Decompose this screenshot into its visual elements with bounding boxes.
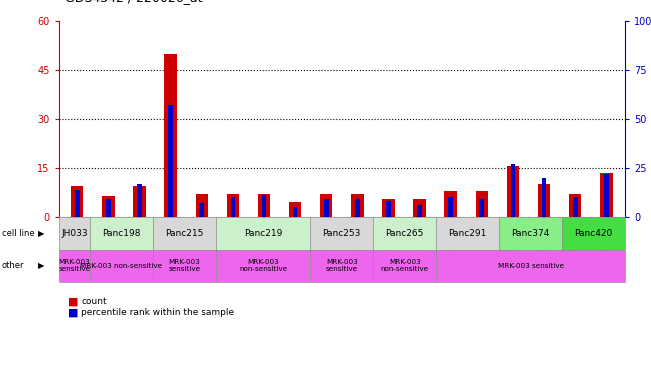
Bar xyxy=(569,194,581,217)
Text: MRK-003
sensitive: MRK-003 sensitive xyxy=(169,260,201,272)
Bar xyxy=(382,199,395,217)
Bar xyxy=(480,199,484,217)
Bar xyxy=(230,197,235,217)
Text: cell line: cell line xyxy=(2,229,35,238)
Bar xyxy=(413,199,426,217)
Bar xyxy=(324,199,329,217)
Bar xyxy=(538,184,550,217)
Text: other: other xyxy=(2,262,25,270)
Bar xyxy=(137,184,142,217)
Bar xyxy=(258,194,270,217)
Text: count: count xyxy=(81,297,107,306)
Bar xyxy=(573,197,577,217)
Bar xyxy=(102,196,115,217)
Bar xyxy=(600,173,613,217)
Text: Panc265: Panc265 xyxy=(385,229,424,238)
Text: MRK-003
non-sensitive: MRK-003 non-sensitive xyxy=(239,260,287,272)
Text: MRK-003
non-sensitive: MRK-003 non-sensitive xyxy=(381,260,429,272)
Bar xyxy=(542,178,546,217)
Bar xyxy=(320,194,333,217)
Text: ■: ■ xyxy=(68,308,79,318)
Bar xyxy=(417,205,422,217)
Bar xyxy=(71,186,83,217)
Text: Panc198: Panc198 xyxy=(102,229,141,238)
Bar xyxy=(199,203,204,217)
Text: JH033: JH033 xyxy=(61,229,88,238)
Bar xyxy=(133,186,146,217)
Text: Panc253: Panc253 xyxy=(323,229,361,238)
Text: GDS4342 / 220026_at: GDS4342 / 220026_at xyxy=(65,0,202,4)
Bar xyxy=(386,201,391,217)
Bar xyxy=(169,105,173,217)
Text: Panc219: Panc219 xyxy=(244,229,283,238)
Bar xyxy=(165,54,177,217)
Text: Panc291: Panc291 xyxy=(449,229,487,238)
Text: percentile rank within the sample: percentile rank within the sample xyxy=(81,308,234,318)
Text: Panc420: Panc420 xyxy=(574,229,613,238)
Bar xyxy=(289,202,301,217)
Bar xyxy=(510,164,515,217)
Bar xyxy=(106,199,111,217)
Bar xyxy=(506,166,519,217)
Bar xyxy=(227,194,239,217)
Bar xyxy=(476,191,488,217)
Text: MRK-003
sensitive: MRK-003 sensitive xyxy=(326,260,358,272)
Text: MRK-003
sensitive: MRK-003 sensitive xyxy=(58,260,90,272)
Bar xyxy=(262,195,266,217)
Text: MRK-003 sensitive: MRK-003 sensitive xyxy=(497,263,564,269)
Bar xyxy=(445,191,457,217)
Bar xyxy=(75,190,79,217)
Text: Panc374: Panc374 xyxy=(512,229,549,238)
Bar xyxy=(449,197,453,217)
Text: ▶: ▶ xyxy=(38,262,44,270)
Text: Panc215: Panc215 xyxy=(165,229,204,238)
Bar xyxy=(355,199,359,217)
Text: ▶: ▶ xyxy=(38,229,44,238)
Text: ■: ■ xyxy=(68,296,79,306)
Bar xyxy=(293,207,298,217)
Text: MRK-003 non-sensitive: MRK-003 non-sensitive xyxy=(81,263,163,269)
Bar xyxy=(351,194,363,217)
Bar xyxy=(604,174,609,217)
Bar xyxy=(195,194,208,217)
